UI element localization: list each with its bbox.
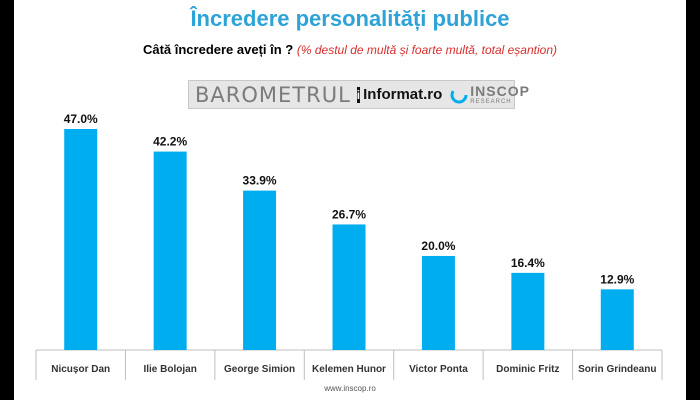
research-logo-text: RESEARCH (470, 99, 512, 105)
category-label-3: Kelemen Hunor (312, 364, 386, 375)
category-label-0: Nicușor Dan (51, 364, 110, 375)
footer-url: www.inscop.ro (324, 384, 376, 393)
inscop-logo-text: INSCOP (470, 83, 530, 99)
bar-0 (64, 129, 98, 350)
chart-title: Încredere personalități publice (190, 6, 510, 31)
barometer-banner: BAROMETRUL i Informat.ro INSCOP RESEARCH (188, 80, 529, 109)
informat-logo-text: Informat.ro (363, 86, 443, 103)
value-label-4: 20.0% (421, 239, 455, 253)
informat-logo-icon: i (356, 86, 361, 103)
survey-note: (% destul de multă și foarte multă, tota… (296, 43, 558, 57)
value-label-6: 12.9% (600, 272, 634, 286)
value-label-0: 47.0% (64, 112, 98, 126)
value-label-1: 42.2% (153, 135, 187, 149)
barometru-logo-text: BAROMETRUL (195, 82, 351, 107)
category-label-2: George Simion (224, 364, 295, 375)
value-label-5: 16.4% (511, 256, 545, 270)
category-label-4: Victor Ponta (409, 364, 468, 375)
inscop-logo: INSCOP RESEARCH (450, 84, 530, 105)
value-label-3: 26.7% (332, 207, 366, 221)
inscop-swirl-icon (450, 86, 468, 103)
bar-5 (511, 272, 545, 350)
survey-question: Câtă încredere aveți în ? (142, 42, 294, 57)
chart-subtitle: Câtă încredere aveți în ? (% destul de m… (14, 42, 686, 57)
category-label-5: Dominic Fritz (496, 364, 559, 375)
bar-1 (153, 151, 187, 350)
value-label-2: 33.9% (243, 174, 277, 188)
bar-chart: 47.0% Nicușor Dan 42.2% Ilie Bolojan 33.9% Ge… (35, 112, 663, 380)
category-label-1: Ilie Bolojan (143, 364, 196, 375)
category-label-6: Sorin Grindeanu (578, 364, 656, 375)
bar-4 (421, 255, 455, 350)
bar-3 (332, 224, 366, 350)
bar-6 (600, 289, 634, 350)
chart-frame: Încredere personalități publice Câtă înc… (14, 0, 686, 400)
bar-2 (243, 190, 277, 350)
